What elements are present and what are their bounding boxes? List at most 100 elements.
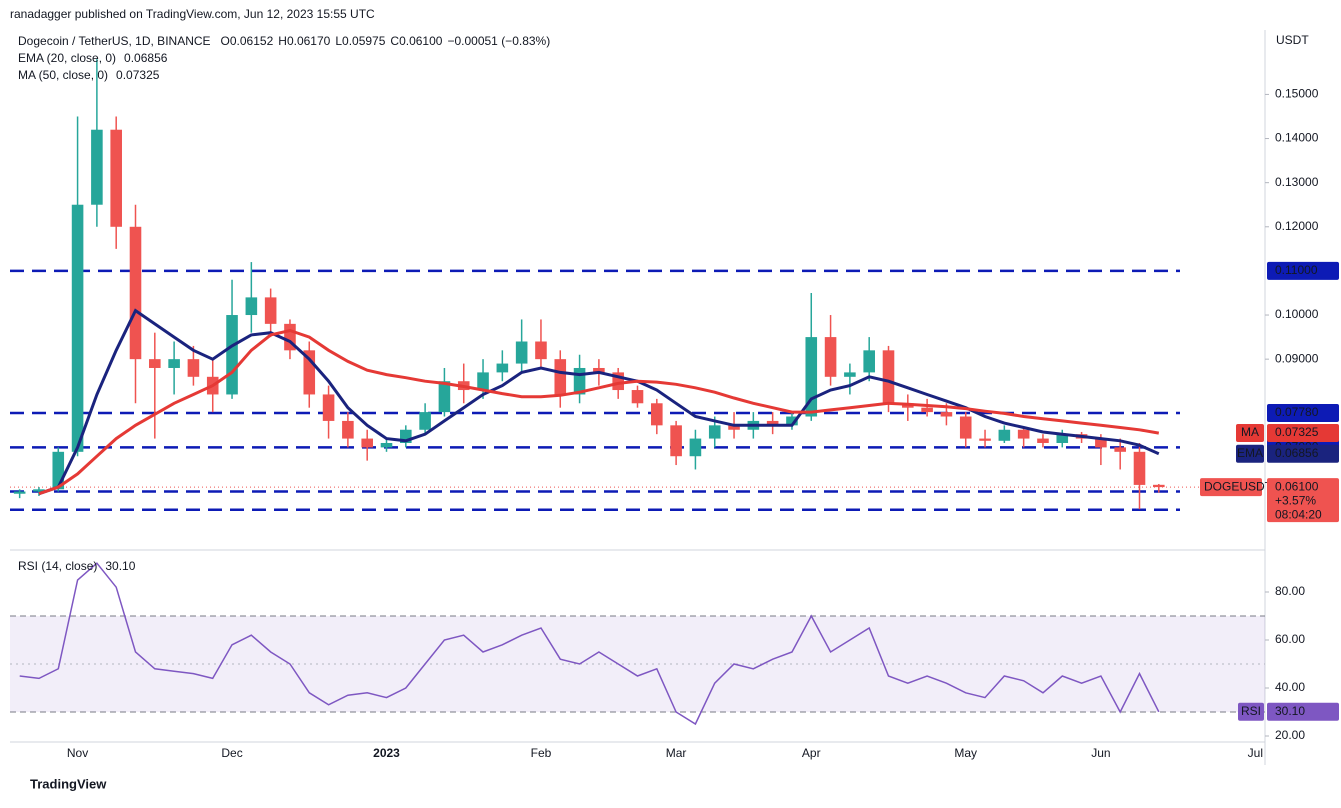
y-tick-label: 0.13000	[1275, 175, 1319, 189]
candle-body	[959, 416, 972, 439]
candle-body	[1133, 451, 1146, 485]
candle-body	[882, 350, 895, 404]
currency: USDT	[1276, 33, 1309, 47]
candle-body	[593, 367, 605, 373]
x-tick-label: 2023	[373, 746, 400, 760]
x-tick-label: May	[954, 746, 977, 760]
x-tick-label: Mar	[666, 746, 687, 760]
indicator-tag-box	[1236, 444, 1264, 463]
indicator-price: 0.06856	[1275, 446, 1319, 460]
candle-body	[71, 204, 84, 452]
candle-body	[361, 438, 373, 448]
candle-body	[824, 337, 837, 377]
indicator-price-box	[1267, 444, 1339, 463]
candle-body	[670, 425, 682, 457]
candle-body	[863, 350, 875, 373]
candle-body	[1095, 438, 1107, 448]
x-tick-label: Feb	[531, 746, 552, 760]
candle-body	[708, 425, 721, 439]
y-tick-label: 0.12000	[1275, 219, 1319, 233]
candle-body	[1017, 429, 1030, 439]
candle-body	[129, 226, 142, 360]
rsi-tick-label: 60.00	[1275, 632, 1305, 646]
candle-body	[322, 394, 335, 421]
indicator-price-box	[1267, 424, 1339, 443]
day-change: +3.57%	[1275, 493, 1316, 507]
ohlc-value: 0.06100	[399, 34, 443, 48]
rsi-tick-label: 40.00	[1275, 680, 1305, 694]
indicator-price: 0.07325	[1275, 425, 1319, 439]
symbol-tag: DOGEUSDT	[1204, 479, 1273, 493]
rsi-tick-label: 20.00	[1275, 728, 1305, 742]
candle-body	[149, 359, 161, 368]
candle-body	[52, 451, 65, 490]
candle-body	[535, 341, 547, 360]
candle-body	[91, 129, 103, 205]
rsi-value: 30.10	[105, 559, 135, 573]
rsi-line	[19, 562, 1160, 726]
candle-body	[554, 359, 567, 395]
indicator-legend: MA (50, close, 0)	[18, 68, 108, 82]
candle-body	[264, 297, 277, 324]
candle-body	[573, 367, 586, 395]
y-tick-label: 0.15000	[1275, 87, 1319, 101]
attribution: ranadagger published on TradingView.com,…	[10, 7, 375, 21]
candle-body	[612, 372, 624, 391]
candle-body	[805, 337, 818, 417]
footer-logo: TradingView	[30, 776, 107, 791]
ohlc-key: H	[278, 34, 287, 48]
ohlc-value: 0.06152	[230, 34, 274, 48]
candle-body	[110, 129, 122, 227]
last-price: 0.06100	[1275, 479, 1319, 493]
candle-body	[284, 323, 296, 351]
candle-body	[226, 315, 238, 395]
x-tick-label: Apr	[802, 746, 821, 760]
candle-body	[380, 442, 393, 448]
countdown: 08:04:20	[1275, 507, 1322, 521]
indicator-tag-box	[1236, 424, 1264, 443]
y-tick-label: 0.14000	[1275, 131, 1319, 145]
symbol-title: Dogecoin / TetherUS, 1D, BINANCE	[18, 34, 211, 48]
ohlc-value: 0.06170	[287, 34, 331, 48]
candle-body	[303, 350, 316, 395]
candle-body	[477, 372, 489, 391]
candle-body	[342, 420, 354, 439]
indicator-tag: MA	[1241, 425, 1259, 439]
rsi-band-fill	[10, 616, 1265, 712]
candle-body	[651, 403, 663, 426]
candle-body	[245, 297, 258, 316]
indicator-value: 0.06856	[124, 51, 168, 65]
candle-body	[786, 416, 798, 426]
last-price-box	[1267, 478, 1339, 523]
rsi-legend: RSI (14, close)	[18, 559, 97, 573]
y-tick-label: 0.10000	[1275, 307, 1319, 321]
level-label-box	[1267, 403, 1339, 422]
indicator-value: 0.07325	[116, 68, 160, 82]
ohlc-key: C	[390, 34, 399, 48]
y-tick-label: 0.09000	[1275, 351, 1319, 365]
candle-body	[187, 359, 200, 377]
candle-body	[419, 412, 431, 430]
candle-body	[998, 429, 1011, 441]
candle-body	[438, 381, 451, 413]
x-tick-label: Jun	[1091, 746, 1110, 760]
candle-body	[844, 372, 856, 377]
candle-body	[689, 438, 702, 457]
candle-body	[33, 489, 45, 492]
candle-body	[940, 412, 953, 417]
x-tick-label: Dec	[221, 746, 242, 760]
candle-body	[13, 491, 26, 494]
rsi-tag-box	[1238, 702, 1264, 721]
level-label-box	[1267, 261, 1339, 280]
indicator-tag: EMA	[1237, 446, 1263, 460]
ohlc-key: O	[221, 34, 230, 48]
candle-body	[728, 425, 740, 430]
candle-body	[1114, 447, 1126, 452]
rsi-tag: RSI	[1241, 704, 1261, 718]
candle-body	[1056, 434, 1069, 443]
candle-body	[1037, 438, 1049, 443]
candle-body	[979, 438, 991, 441]
change: −0.00051 (−0.83%)	[447, 34, 550, 48]
